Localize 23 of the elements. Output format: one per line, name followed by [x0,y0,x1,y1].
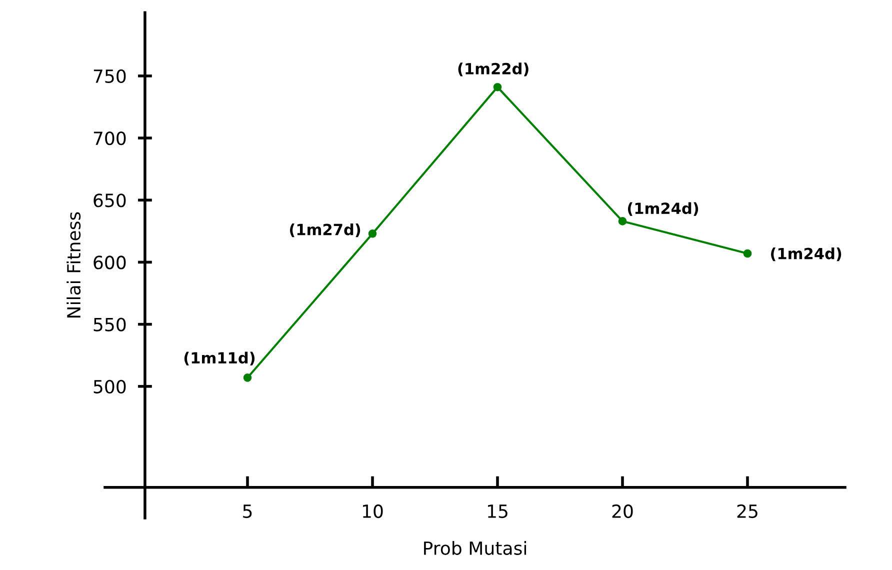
x-tick-label: 25 [737,504,758,518]
y-tick-label: 600 [94,256,126,270]
x-axis-title: Prob Mutasi [424,541,526,555]
annotation: (1m22d) [458,62,528,76]
y-tick-label: 550 [94,318,126,332]
y-tick-label: 500 [94,380,126,394]
x-tick-label: 15 [488,504,508,518]
x-tick-label: 10 [362,504,383,518]
y-tick-label: 750 [94,69,126,84]
point [243,374,252,382]
annotation: (1m27d) [290,223,360,238]
annotation: (1m24d) [628,202,698,216]
y-tick-label: 700 [94,131,126,146]
y-tick-label: 650 [94,194,126,208]
point [743,249,752,258]
point [368,229,377,238]
point [618,217,627,226]
x-tick-label: 5 [243,504,252,518]
annotation: (1m24d) [771,248,842,262]
y-axis-title: Nilai Fitness [66,212,81,318]
point [493,82,502,92]
annotation: (1m11d) [184,352,255,366]
x-tick-label: 20 [612,504,633,518]
